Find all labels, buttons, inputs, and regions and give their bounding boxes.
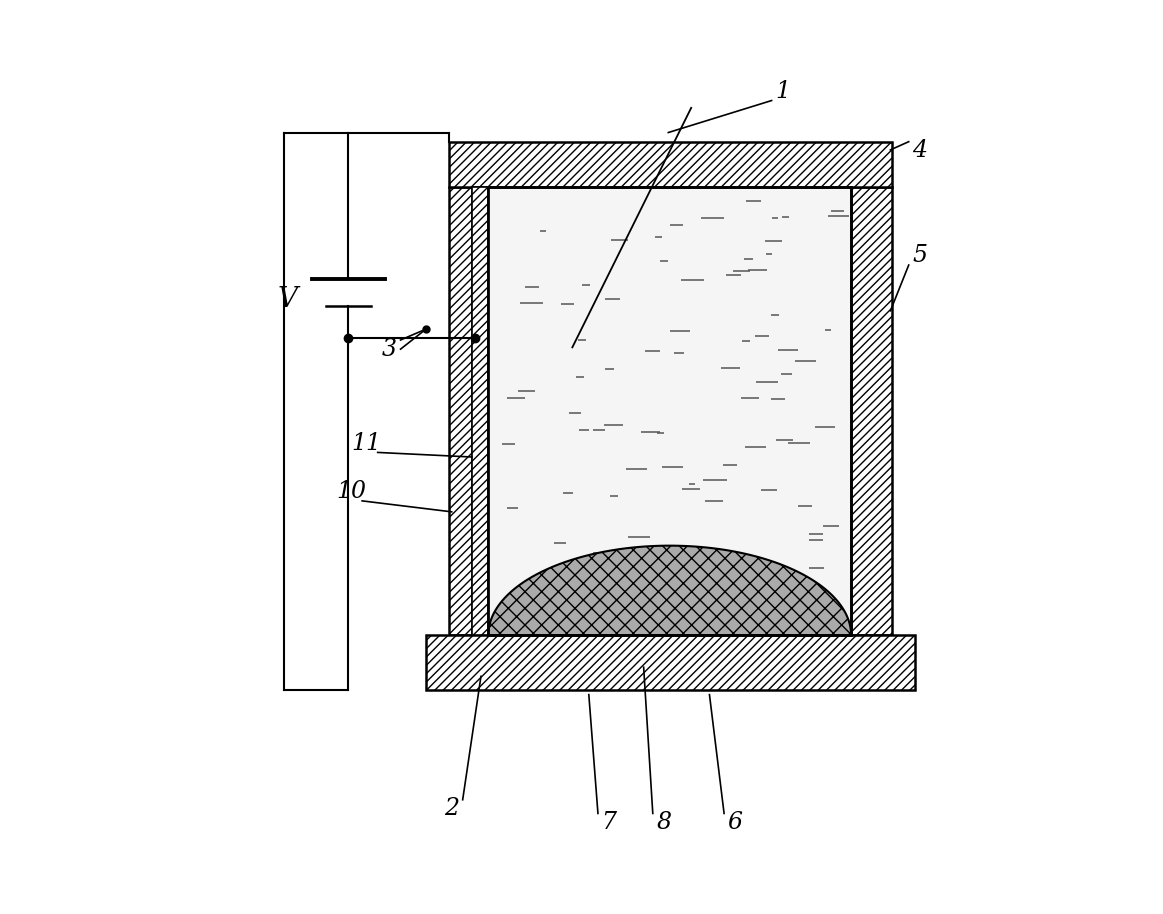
Text: 7: 7 <box>601 811 616 834</box>
Text: 1: 1 <box>775 80 790 103</box>
Text: 6: 6 <box>728 811 742 834</box>
Text: 5: 5 <box>912 244 927 268</box>
Text: 3: 3 <box>383 337 397 361</box>
Bar <box>851 187 892 635</box>
Bar <box>449 142 892 187</box>
Text: 8: 8 <box>656 811 671 834</box>
Text: 11: 11 <box>351 431 381 455</box>
Bar <box>472 187 488 635</box>
Text: 4: 4 <box>912 139 927 163</box>
Bar <box>449 187 472 635</box>
Bar <box>488 187 851 635</box>
Text: 10: 10 <box>336 480 366 504</box>
Bar <box>426 635 915 690</box>
Text: V: V <box>278 286 298 314</box>
Text: 2: 2 <box>444 797 459 821</box>
Polygon shape <box>488 546 851 635</box>
